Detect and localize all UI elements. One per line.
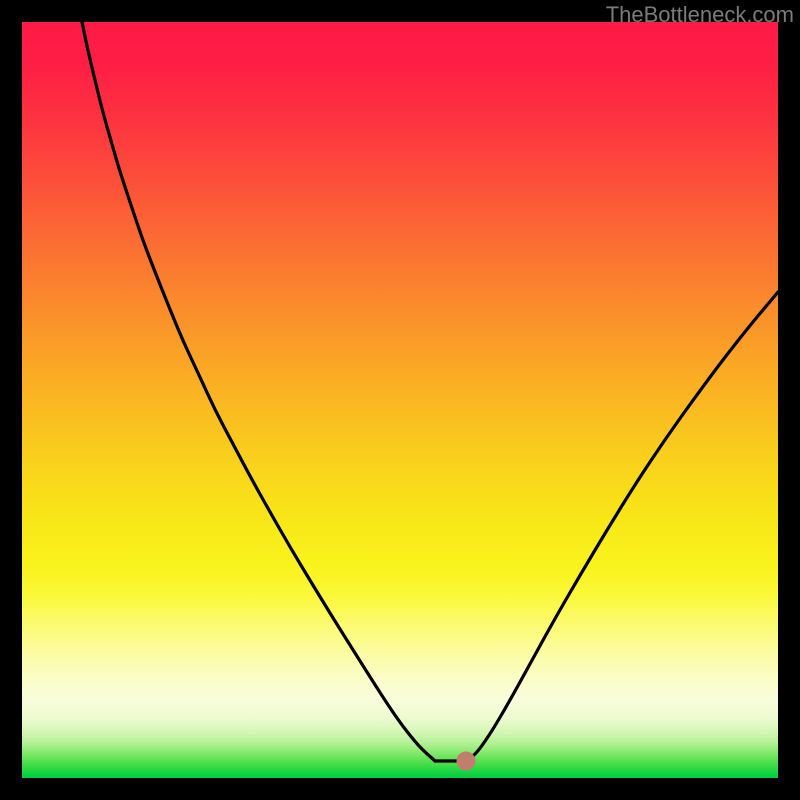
- bottleneck-curve-chart: [0, 0, 800, 800]
- optimal-point-marker: [457, 752, 475, 770]
- chart-container: TheBottleneck.com: [0, 0, 800, 800]
- watermark-text: TheBottleneck.com: [606, 2, 794, 28]
- chart-background: [22, 22, 778, 778]
